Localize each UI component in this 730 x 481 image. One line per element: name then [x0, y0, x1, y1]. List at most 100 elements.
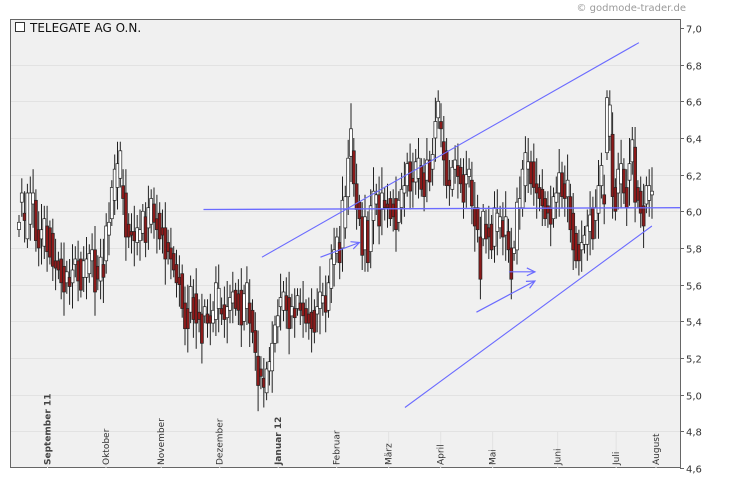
candle-down — [478, 236, 483, 280]
candle-down — [152, 203, 156, 223]
candle-up — [371, 190, 376, 221]
candle-up — [104, 225, 109, 262]
candle-down — [408, 161, 412, 192]
candlestick-series — [17, 90, 654, 412]
candle-up — [343, 196, 348, 229]
candle-down — [50, 232, 55, 267]
month-label: April — [437, 444, 447, 465]
candle-down — [422, 172, 426, 197]
candle-down — [126, 223, 131, 238]
resistance-line — [203, 207, 681, 211]
candle-up — [202, 306, 207, 317]
candle-up — [329, 258, 334, 289]
arrow-head — [526, 267, 537, 277]
candle-up — [467, 168, 471, 177]
month-label: September 11 — [43, 394, 53, 465]
candle-down — [613, 187, 618, 212]
y-tick-label: 6,6 — [686, 98, 702, 109]
candle-down — [312, 309, 317, 333]
candle-up — [599, 165, 604, 187]
candle-down — [624, 187, 629, 209]
month-label: Dezember — [216, 418, 226, 465]
candle-up — [627, 163, 632, 181]
candle-up — [332, 249, 336, 265]
candle-down — [638, 190, 643, 214]
arrow-shaft — [320, 241, 360, 258]
candle-down — [143, 216, 148, 243]
candle-up — [650, 190, 654, 196]
plot-frame — [10, 19, 681, 468]
candle-up — [579, 242, 584, 251]
candle-down — [236, 293, 241, 311]
month-label: Juli — [612, 452, 622, 466]
candle-up — [453, 159, 457, 170]
candle-down — [34, 199, 38, 241]
candle-up — [450, 166, 455, 190]
candle-down — [174, 264, 179, 284]
month-label: Oktober — [102, 428, 112, 465]
candle-down — [427, 159, 432, 183]
candle-down — [121, 185, 125, 199]
candle-down — [171, 253, 176, 271]
candle-up — [585, 225, 590, 245]
source-credit: © godmode-trader.de — [577, 3, 687, 14]
candle-down — [185, 308, 190, 330]
candle-down — [540, 188, 545, 207]
candle-down — [194, 293, 199, 324]
candle-down — [385, 203, 390, 209]
candle-up — [25, 192, 30, 240]
candle-down — [377, 194, 381, 227]
candle-up — [138, 229, 142, 242]
month-label: November — [157, 418, 167, 465]
candle-up — [607, 104, 612, 137]
candle-up — [109, 187, 114, 220]
candle-down — [439, 121, 443, 130]
y-tick-label: 5,6 — [686, 282, 702, 293]
candle-up — [346, 157, 351, 198]
y-tick-label: 5,4 — [686, 318, 702, 329]
candle-down — [351, 150, 356, 185]
candle-up — [264, 368, 269, 394]
chart-title: TELEGATE AG O.N. — [29, 21, 141, 35]
candle-up — [433, 121, 438, 139]
candle-down — [506, 231, 511, 251]
month-label: Februar — [333, 430, 343, 465]
candle-up — [28, 192, 33, 225]
candle-up — [430, 154, 435, 170]
month-label: August — [652, 433, 662, 465]
candle-down — [200, 313, 204, 344]
candle-down — [250, 309, 255, 333]
candle-down — [157, 212, 162, 240]
arrow-shaft — [476, 280, 536, 313]
candle-up — [216, 287, 221, 309]
y-tick-label: 6,8 — [686, 62, 702, 73]
candle-down — [101, 264, 106, 278]
candle-up — [512, 247, 516, 254]
candle-down — [337, 242, 342, 264]
candle-up — [326, 282, 331, 311]
y-tick-label: 4,8 — [686, 428, 702, 439]
candle-up — [515, 201, 519, 251]
month-label: März — [385, 443, 395, 465]
y-tick-label: 5,2 — [686, 355, 702, 366]
candle-up — [273, 324, 277, 344]
candle-up — [464, 174, 469, 185]
candle-down — [166, 242, 170, 253]
candle-down — [259, 368, 263, 377]
candle-up — [87, 253, 92, 275]
candle-up — [315, 306, 320, 315]
candle-down — [531, 161, 536, 188]
y-tick-label: 6,0 — [686, 208, 702, 219]
y-tick-label: 4,6 — [686, 465, 702, 476]
candle-up — [17, 221, 21, 230]
candle-down — [124, 192, 128, 238]
candle-up — [278, 297, 283, 308]
candle-down — [509, 247, 514, 280]
candle-down — [622, 168, 626, 194]
candle-down — [633, 146, 637, 203]
candle-up — [245, 282, 249, 309]
candle-down — [444, 150, 449, 186]
candle-down — [357, 201, 362, 220]
trend-overlays — [203, 42, 681, 408]
month-label: Januar 12 — [274, 417, 284, 466]
